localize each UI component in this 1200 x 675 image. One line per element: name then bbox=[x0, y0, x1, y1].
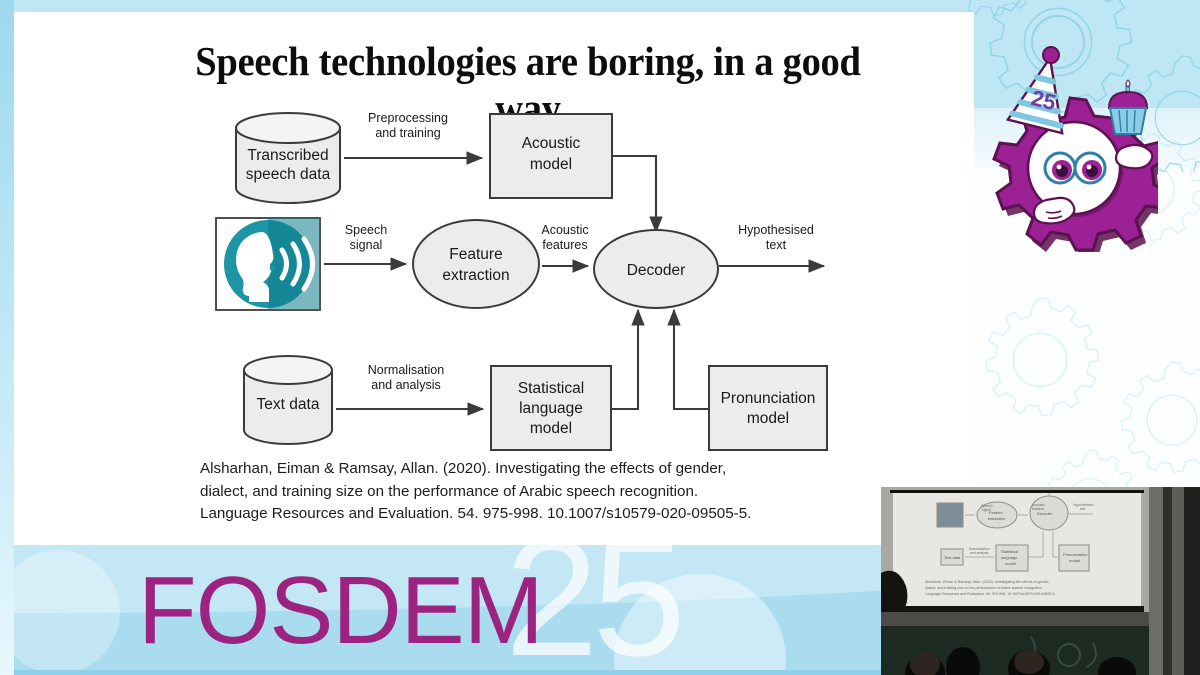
node-label: model bbox=[530, 420, 572, 437]
mascot-hand-left bbox=[1032, 196, 1076, 225]
edge-label: Preprocessing bbox=[368, 111, 448, 125]
node-label: Statistical bbox=[518, 380, 584, 397]
edge-label: Speech bbox=[345, 223, 387, 237]
fosdem-mascot: 25 bbox=[988, 42, 1158, 252]
speaker-camera-feed[interactable]: Speech signal Acoustic features Hypothesis… bbox=[881, 487, 1200, 675]
node-label: Feature bbox=[449, 246, 502, 263]
node-acoustic-model: Acoustic model bbox=[489, 113, 613, 199]
mascot-eyes bbox=[1043, 151, 1107, 185]
edge-label: features bbox=[542, 238, 587, 252]
node-decoder: Decoder bbox=[593, 229, 719, 309]
node-label: extraction bbox=[442, 267, 509, 284]
svg-text:model: model bbox=[1005, 561, 1016, 566]
asr-pipeline-diagram: Transcribed speech data Acoustic model P… bbox=[14, 94, 974, 454]
edge-label: Acoustic bbox=[541, 223, 588, 237]
edge-acoustic-model-to-decoder bbox=[612, 154, 663, 234]
footer-bottom-rule bbox=[0, 670, 1200, 675]
svg-text:Alsharhan, Eiman & Ramsay, All: Alsharhan, Eiman & Ramsay, Allan. (2020)… bbox=[925, 580, 1050, 584]
node-pronunciation-model: Pronunciation model bbox=[708, 365, 828, 451]
svg-text:Decoder: Decoder bbox=[1037, 511, 1053, 516]
speaking-head-icon bbox=[215, 217, 321, 311]
svg-text:Speech: Speech bbox=[981, 504, 993, 508]
edge-preprocessing-and-training: Preprocessing and training bbox=[344, 111, 484, 165]
edge-language-model-to-decoder bbox=[611, 308, 645, 411]
svg-text:Language Resources and Evaluat: Language Resources and Evaluation. 54. 9… bbox=[925, 592, 1055, 596]
citation-line: Language Resources and Evaluation. 54. 9… bbox=[200, 505, 752, 522]
node-label: language bbox=[519, 400, 583, 417]
node-label: Transcribed bbox=[247, 147, 328, 164]
edge-label: Hypothesised bbox=[738, 223, 814, 237]
mascot-party-hat: 25 bbox=[1005, 46, 1064, 135]
svg-text:Statistical: Statistical bbox=[1001, 549, 1018, 554]
node-label: Pronunciation bbox=[721, 390, 816, 407]
svg-text:features: features bbox=[1032, 507, 1045, 511]
svg-text:model: model bbox=[1069, 558, 1080, 563]
svg-text:extraction: extraction bbox=[988, 516, 1005, 521]
node-statistical-language-model: Statistical language model bbox=[490, 365, 612, 451]
node-feature-extraction: Feature extraction bbox=[412, 219, 540, 309]
node-label: speech data bbox=[246, 166, 331, 183]
hat-number: 25 bbox=[1029, 85, 1059, 115]
node-label: model bbox=[747, 410, 789, 427]
svg-text:Hypothesised: Hypothesised bbox=[1073, 503, 1094, 507]
presentation-slide: Speech technologies are boring, in a goo… bbox=[14, 12, 974, 545]
svg-text:Acoustic: Acoustic bbox=[1032, 503, 1045, 507]
citation-line: Alsharhan, Eiman & Ramsay, Allan. (2020)… bbox=[200, 460, 727, 477]
edge-speech-signal: Speech signal bbox=[324, 223, 408, 271]
node-transcribed-speech-data: Transcribed speech data bbox=[235, 112, 341, 204]
svg-text:Text data: Text data bbox=[944, 555, 961, 560]
node-label: model bbox=[530, 156, 572, 173]
edge-hypothesised-text: Hypothesised text bbox=[719, 223, 826, 273]
node-label: Text data bbox=[257, 396, 320, 413]
edge-normalisation-and-analysis: Normalisation and analysis bbox=[336, 363, 485, 416]
edge-label: signal bbox=[350, 238, 383, 252]
edge-label: text bbox=[766, 238, 787, 252]
edge-label: Normalisation bbox=[368, 363, 444, 377]
background-left-rail bbox=[0, 0, 14, 675]
mascot-hand-right bbox=[1114, 143, 1154, 170]
edge-acoustic-features: Acoustic features bbox=[541, 223, 590, 273]
edge-label: and analysis bbox=[371, 378, 441, 392]
node-label: Acoustic bbox=[522, 135, 581, 152]
edge-label: and training bbox=[375, 126, 440, 140]
svg-text:Normalisation: Normalisation bbox=[969, 547, 990, 551]
svg-text:text: text bbox=[1080, 507, 1086, 511]
citation-line: dialect, and training size on the perfor… bbox=[200, 482, 699, 500]
citation-block: Alsharhan, Eiman & Ramsay, Allan. (2020)… bbox=[200, 458, 900, 526]
svg-text:signal: signal bbox=[982, 508, 991, 512]
svg-text:dialect, and training size on: dialect, and training size on the perfor… bbox=[925, 586, 1043, 590]
svg-text:Feature: Feature bbox=[989, 510, 1004, 515]
mascot-cupcake bbox=[1107, 79, 1149, 135]
node-label: Decoder bbox=[627, 262, 686, 279]
svg-text:language: language bbox=[1001, 555, 1018, 560]
fosdem-wordmark: FOSDEM bbox=[138, 557, 544, 664]
svg-text:Pronunciation: Pronunciation bbox=[1063, 552, 1087, 557]
edge-pronunciation-model-to-decoder bbox=[667, 308, 709, 411]
svg-text:and analysis: and analysis bbox=[970, 551, 989, 555]
node-text-data: Text data bbox=[243, 355, 333, 445]
